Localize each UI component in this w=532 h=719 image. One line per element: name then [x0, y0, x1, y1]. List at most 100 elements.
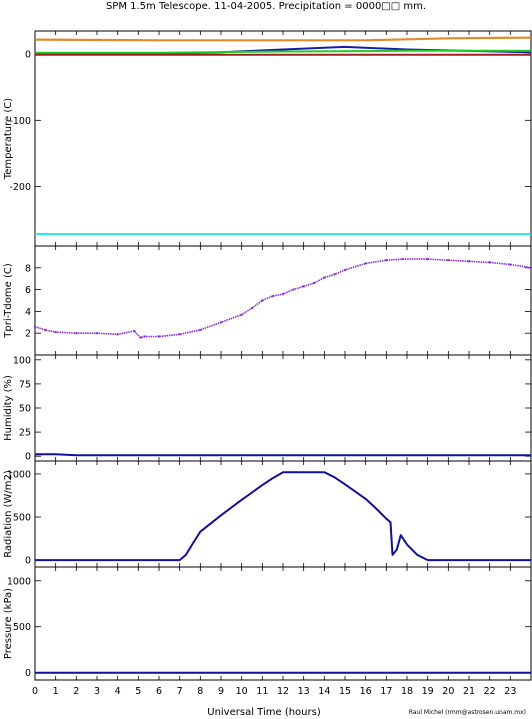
data-point	[529, 266, 532, 269]
x-tick-label: 6	[156, 686, 162, 697]
panel-1: 2 4 6 8 Tpri-Tdome (C)	[3, 245, 532, 356]
series-line	[35, 49, 531, 54]
series-line	[35, 471, 531, 562]
data-point	[271, 294, 274, 298]
data-point	[250, 306, 254, 310]
y-axis-label: Tpri-Tdome (C)	[3, 263, 14, 339]
x-tick-label: 21	[463, 686, 475, 697]
x-axis-label: Universal Time (hours)	[207, 707, 321, 718]
y-tick-label: 0	[25, 668, 31, 679]
x-tick-label: 18	[401, 686, 413, 697]
credit-text: Raul Michel (rmm@astrosen.unam.mx)	[409, 709, 526, 716]
x-tick-label: 3	[94, 686, 100, 697]
y-tick-label: -100	[9, 116, 31, 127]
y-tick-label: 1000	[7, 469, 31, 480]
y-tick-label: 0	[25, 50, 31, 61]
y-tick-label: 0	[25, 556, 31, 567]
data-point	[302, 285, 305, 288]
data-point	[95, 332, 99, 335]
series-line	[34, 36, 532, 42]
x-tick-label: 4	[115, 686, 121, 697]
x-tick-label: 22	[484, 686, 496, 697]
x-tick-label: 1	[53, 686, 59, 697]
panel-frame	[34, 460, 532, 568]
y-tick-label: 8	[25, 263, 31, 274]
y-tick-label: 1000	[7, 576, 31, 587]
data-point	[364, 262, 367, 265]
data-point	[343, 268, 347, 272]
y-tick-label: 500	[13, 513, 31, 524]
x-tick-label: 23	[504, 686, 516, 697]
y-tick-label: -200	[9, 182, 31, 193]
data-point	[116, 333, 119, 336]
x-tick-label: 20	[442, 686, 454, 697]
y-tick-label: 4	[25, 307, 31, 318]
y-tick-label: 75	[19, 379, 31, 390]
x-tick-label: 14	[318, 686, 330, 697]
y-tick-label: 2	[25, 329, 31, 340]
data-point	[143, 335, 146, 338]
data-point	[240, 313, 243, 316]
chart-title: SPM 1.5m Telescope. 11-04-2005. Precipit…	[106, 1, 426, 12]
x-tick-label: 5	[135, 686, 141, 697]
y-tick-label: 6	[25, 285, 31, 296]
panel-2: 0 25 50 75 100 Humidity (%)	[3, 354, 532, 463]
x-tick-label: 13	[298, 686, 310, 697]
panels-group: 0 -100 -200 Temperature (C) 2 4 6 8 Tpri-Tdome (…	[3, 30, 532, 681]
y-axis-label: Radiation (W/m2)	[3, 470, 14, 558]
data-point	[509, 263, 512, 266]
data-point	[219, 321, 223, 324]
data-point	[292, 288, 295, 291]
x-tick-label: 11	[256, 686, 268, 697]
data-point	[401, 257, 405, 261]
data-point	[426, 257, 429, 261]
data-point	[54, 330, 57, 334]
data-point	[199, 328, 202, 332]
x-tick-label: 12	[277, 686, 289, 697]
panel-frame	[34, 245, 532, 356]
y-tick-label: 25	[19, 428, 31, 439]
x-axis: 0 1 2 3 4 5 6 7 8 9 10 11 12 13 14 15 16 17 18 19 20 21 22 23	[32, 686, 516, 697]
series-line	[35, 453, 531, 457]
panel-frame	[34, 566, 532, 681]
x-tick-label: 9	[218, 686, 224, 697]
data-point	[467, 260, 471, 263]
x-tick-label: 2	[73, 686, 79, 697]
data-point	[261, 299, 264, 302]
data-point	[178, 333, 181, 336]
data-point	[333, 273, 336, 276]
data-point	[133, 329, 136, 333]
y-tick-label: 500	[13, 622, 31, 633]
y-tick-label: 100	[13, 355, 31, 366]
data-point	[281, 292, 285, 296]
x-tick-label: 15	[339, 686, 351, 697]
y-axis-label: Pressure (kPa)	[3, 588, 14, 659]
data-point	[75, 332, 78, 335]
data-point	[312, 281, 316, 285]
y-axis-label: Humidity (%)	[3, 375, 14, 441]
x-tick-label: 16	[360, 686, 372, 697]
panel-frame	[34, 30, 532, 247]
data-point	[488, 261, 491, 264]
x-tick-label: 7	[177, 686, 183, 697]
x-tick-label: 17	[380, 686, 392, 697]
panel-frame	[34, 354, 532, 462]
data-point	[33, 325, 37, 328]
y-axis-label: Temperature (C)	[3, 98, 14, 180]
data-point	[44, 328, 47, 332]
panel-0: 0 -100 -200 Temperature (C)	[3, 30, 532, 247]
x-tick-label: 8	[197, 686, 203, 697]
x-tick-label: 10	[236, 686, 248, 697]
data-point	[447, 258, 450, 262]
y-tick-label: 0	[25, 452, 31, 463]
x-tick-label: 0	[32, 686, 38, 697]
data-point	[323, 276, 326, 279]
data-point	[139, 336, 142, 339]
series-line	[34, 258, 532, 339]
data-point	[385, 258, 388, 262]
x-tick-label: 19	[422, 686, 434, 697]
y-tick-label: 50	[19, 404, 31, 415]
